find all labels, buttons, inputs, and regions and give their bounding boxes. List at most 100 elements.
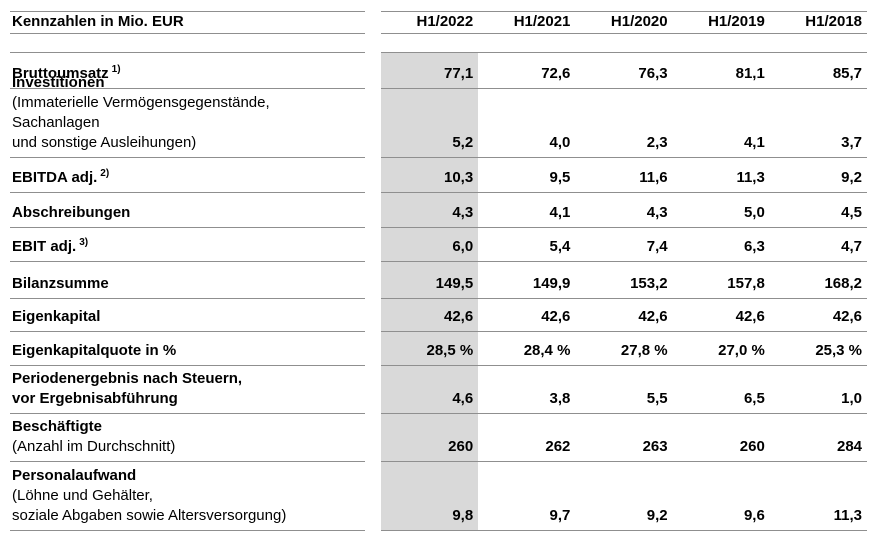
- row-title: Investitionen: [12, 74, 105, 91]
- value-cell: 5,5: [575, 366, 673, 414]
- value-cell: 5,4: [478, 228, 576, 262]
- row-title: EBITDA adj.: [12, 169, 98, 186]
- value-cell: 5,0: [672, 193, 770, 228]
- row-sublabel: und sonstige Ausleihungen): [12, 134, 197, 151]
- table-row: Eigenkapital 42,6 42,6 42,6 42,6 42,6: [10, 299, 868, 332]
- value-cell: 9,8: [381, 462, 479, 531]
- row-sublabel: soziale Abgaben sowie Altersversorgung): [12, 507, 287, 524]
- value-cell: 284: [769, 414, 868, 462]
- header-label-cell: Kennzahlen in Mio. EUR: [10, 11, 365, 34]
- value-cell: 4,5: [769, 193, 868, 228]
- value-cell: 4,1: [672, 89, 770, 158]
- value-cell: 157,8: [672, 262, 770, 299]
- value-cell: 42,6: [478, 299, 576, 332]
- value-cell: 81,1: [672, 53, 770, 89]
- row-sublabel: (Immaterielle Vermögensgegenstände, Sach…: [12, 94, 270, 131]
- key-figures-table: Kennzahlen in Mio. EUR H1/2022 H1/2021 H…: [10, 11, 868, 531]
- value-cell: 42,6: [381, 299, 479, 332]
- column-header-h1-2019: H1/2019: [672, 11, 770, 34]
- row-title: Eigenkapitalquote in %: [12, 342, 177, 359]
- value-cell: 9,5: [478, 158, 576, 193]
- value-cell: 42,6: [672, 299, 770, 332]
- value-cell: 4,3: [575, 193, 673, 228]
- row-title: Bilanzsumme: [12, 275, 109, 292]
- row-title: Personalaufwand: [12, 467, 137, 484]
- value-cell: 1,0: [769, 366, 868, 414]
- row-label-cell: Investitionen (Immaterielle Vermögensgeg…: [10, 74, 365, 158]
- value-cell: 9,2: [769, 158, 868, 193]
- value-cell: 27,8 %: [575, 332, 673, 366]
- value-cell: 263: [575, 414, 673, 462]
- value-cell: 3,8: [478, 366, 576, 414]
- footnote-marker: 1): [111, 64, 121, 75]
- spacer-row: [10, 34, 868, 53]
- value-cell: 4,7: [769, 228, 868, 262]
- value-cell: 3,7: [769, 89, 868, 158]
- value-cell: 153,2: [575, 262, 673, 299]
- value-cell: 4,3: [381, 193, 479, 228]
- column-gap: [365, 193, 381, 228]
- value-cell: 149,9: [478, 262, 576, 299]
- row-label-cell: EBITDA adj. 2): [10, 158, 365, 193]
- column-gap: [365, 89, 381, 158]
- column-gap: [365, 228, 381, 262]
- column-gap: [365, 462, 381, 531]
- row-title: Beschäftigte: [12, 418, 103, 435]
- table-row: Bilanzsumme 149,5 149,9 153,2 157,8 168,…: [10, 262, 868, 299]
- value-cell: 149,5: [381, 262, 479, 299]
- column-header-h1-2020: H1/2020: [575, 11, 673, 34]
- column-header-h1-2021: H1/2021: [478, 11, 576, 34]
- value-cell: 11,3: [672, 158, 770, 193]
- table-title: Kennzahlen in Mio. EUR: [12, 13, 184, 30]
- value-cell: 7,4: [575, 228, 673, 262]
- row-title: Periodenergebnis nach Steuern,: [12, 370, 243, 387]
- row-sublabel: (Anzahl im Durchschnitt): [12, 438, 176, 455]
- column-gap: [365, 299, 381, 332]
- value-cell: 6,0: [381, 228, 479, 262]
- column-gap: [365, 366, 381, 414]
- column-gap: [365, 34, 381, 53]
- table-row: Abschreibungen 4,3 4,1 4,3 5,0 4,5: [10, 193, 868, 228]
- row-title-line2: vor Ergebnisabführung: [12, 390, 178, 407]
- value-cell: 2,3: [575, 89, 673, 158]
- row-label-cell: Eigenkapitalquote in %: [10, 332, 365, 366]
- value-cell: 6,3: [672, 228, 770, 262]
- row-title: Abschreibungen: [12, 204, 131, 221]
- table-row: Bruttoumsatz 1) 77,1 72,6 76,3 81,1 85,7: [10, 53, 868, 89]
- value-cell: 85,7: [769, 53, 868, 89]
- table-header-row: Kennzahlen in Mio. EUR H1/2022 H1/2021 H…: [10, 11, 868, 34]
- value-cell: 168,2: [769, 262, 868, 299]
- row-label-cell: Bilanzsumme: [10, 262, 365, 299]
- value-cell: 28,5 %: [381, 332, 479, 366]
- row-sublabel: (Löhne und Gehälter,: [12, 487, 153, 504]
- column-gap: [365, 158, 381, 193]
- table-row: EBITDA adj. 2) 10,3 9,5 11,6 11,3 9,2: [10, 158, 868, 193]
- table-row: Personalaufwand (Löhne und Gehälter, soz…: [10, 462, 868, 531]
- value-cell: 77,1: [381, 53, 479, 89]
- table-row: Beschäftigte (Anzahl im Durchschnitt) 26…: [10, 414, 868, 462]
- value-cell: 42,6: [575, 299, 673, 332]
- value-cell: 27,0 %: [672, 332, 770, 366]
- value-cell: 262: [478, 414, 576, 462]
- table-row: Eigenkapitalquote in % 28,5 % 28,4 % 27,…: [10, 332, 868, 366]
- value-cell: 4,1: [478, 193, 576, 228]
- column-header-h1-2022: H1/2022: [381, 11, 479, 34]
- row-label-cell: Periodenergebnis nach Steuern, vor Ergeb…: [10, 366, 365, 414]
- value-cell: 11,6: [575, 158, 673, 193]
- column-gap: [365, 262, 381, 299]
- row-label-cell: Beschäftigte (Anzahl im Durchschnitt): [10, 414, 365, 462]
- table-row: Investitionen (Immaterielle Vermögensgeg…: [10, 74, 868, 158]
- spacer-cell: [10, 34, 365, 53]
- value-cell: 9,7: [478, 462, 576, 531]
- value-cell: 4,6: [381, 366, 479, 414]
- value-cell: 9,6: [672, 462, 770, 531]
- value-cell: 72,6: [478, 53, 576, 89]
- table-row: Periodenergebnis nach Steuern, vor Ergeb…: [10, 366, 868, 414]
- column-gap: [365, 53, 381, 89]
- column-gap: [365, 332, 381, 366]
- row-title: Bruttoumsatz: [12, 65, 109, 82]
- value-cell: 25,3 %: [769, 332, 868, 366]
- row-label-cell: Personalaufwand (Löhne und Gehälter, soz…: [10, 462, 365, 531]
- row-title: EBIT adj.: [12, 238, 77, 255]
- value-cell: 260: [672, 414, 770, 462]
